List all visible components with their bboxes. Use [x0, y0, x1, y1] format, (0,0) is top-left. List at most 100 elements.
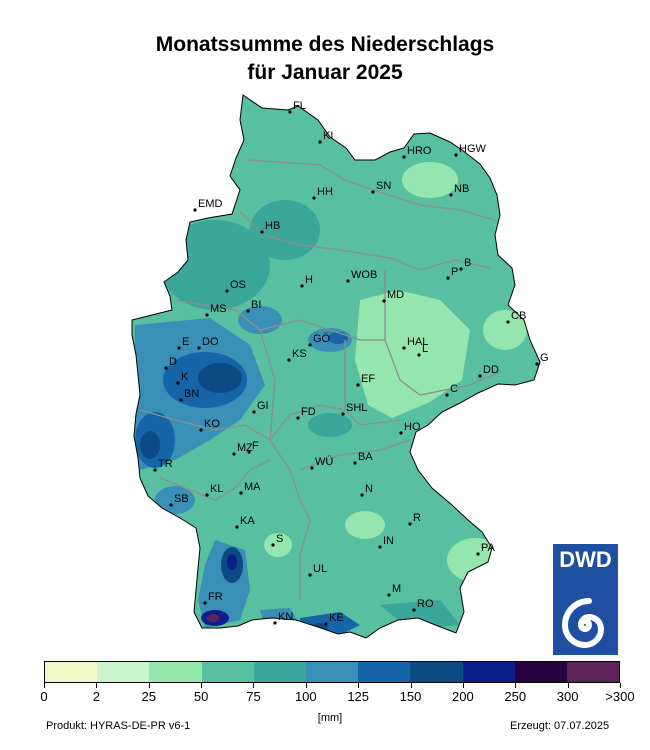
- city-label: BA: [358, 451, 373, 463]
- city-label: TR: [158, 458, 173, 470]
- city-label: F: [252, 440, 259, 452]
- city-marker: [246, 309, 250, 313]
- city-marker: [205, 493, 209, 497]
- city-label: SHL: [346, 402, 367, 414]
- city-ba: BA: [353, 451, 373, 465]
- city-label: M: [392, 583, 401, 595]
- city-nb: NB: [449, 183, 469, 197]
- legend-tick-label: 300: [556, 689, 579, 704]
- city-marker: [454, 153, 458, 157]
- city-marker: [169, 503, 173, 507]
- city-label: OS: [230, 279, 246, 291]
- city-marker: [478, 374, 482, 378]
- legend-swatch: [358, 662, 411, 682]
- city-marker: [310, 466, 314, 470]
- city-b: B: [459, 257, 471, 271]
- city-marker: [308, 343, 312, 347]
- city-pa: PA: [476, 542, 496, 556]
- legend-swatch: [201, 662, 254, 682]
- city-fr: FR: [203, 591, 223, 605]
- city-label: PA: [481, 542, 496, 554]
- city-label: CB: [511, 310, 526, 322]
- city-label: RO: [417, 598, 434, 610]
- city-marker: [445, 393, 449, 397]
- city-marker: [318, 140, 322, 144]
- city-in: IN: [378, 535, 394, 549]
- city-ke: KE: [324, 612, 344, 626]
- legend-tick-label: 100: [294, 689, 317, 704]
- city-m: M: [387, 583, 401, 597]
- city-label: HH: [317, 186, 333, 198]
- city-ki: KI: [318, 130, 333, 144]
- city-label: BI: [251, 299, 261, 311]
- city-marker: [308, 573, 312, 577]
- city-label: E: [182, 336, 189, 348]
- legend-swatch: [253, 662, 306, 682]
- legend-tick: [515, 683, 517, 688]
- legend-tick: [305, 683, 307, 688]
- city-marker: [346, 279, 350, 283]
- city-label: FD: [301, 406, 316, 418]
- legend-tick: [410, 683, 412, 688]
- city-marker: [235, 525, 239, 529]
- spiral-icon: [561, 598, 605, 649]
- city-label: P: [451, 266, 458, 278]
- legend-tick: [96, 683, 98, 688]
- city-s: S: [271, 533, 283, 547]
- city-kn: KN: [273, 611, 293, 625]
- city-label: GÖ: [313, 333, 331, 345]
- city-os: OS: [225, 279, 246, 293]
- city-marker: [271, 543, 275, 547]
- legend-tick: [567, 683, 569, 688]
- legend-swatch: [566, 662, 620, 682]
- city-label: FR: [208, 591, 223, 603]
- city-c: C: [445, 383, 458, 397]
- city-label: SN: [376, 180, 391, 192]
- legend-swatch: [462, 662, 515, 682]
- city-marker: [402, 155, 406, 159]
- city-label: KA: [240, 515, 255, 527]
- city-label: KO: [204, 418, 220, 430]
- legend-swatch: [410, 662, 463, 682]
- city-marker: [459, 267, 463, 271]
- city-marker: [378, 545, 382, 549]
- city-marker: [506, 320, 510, 324]
- legend-swatch: [514, 662, 567, 682]
- city-label: MA: [244, 481, 261, 493]
- city-label: WÜ: [315, 456, 333, 468]
- city-label: WOB: [351, 269, 377, 281]
- city-ka: KA: [235, 515, 255, 529]
- city-label: HRO: [407, 145, 432, 157]
- map-title-line-2: für Januar 2025: [247, 61, 403, 84]
- city-marker: [199, 428, 203, 432]
- city-marker: [449, 193, 453, 197]
- city-marker: [408, 522, 412, 526]
- city-label: DD: [483, 364, 499, 376]
- city-marker: [252, 410, 256, 414]
- city-marker: [412, 608, 416, 612]
- city-label: KE: [329, 612, 344, 624]
- city-marker: [341, 412, 345, 416]
- city-marker: [382, 299, 386, 303]
- city-marker: [535, 362, 539, 366]
- city-sn: SN: [371, 180, 391, 194]
- city-d: D: [164, 356, 177, 370]
- city-label: MD: [387, 289, 404, 301]
- city-ro: RO: [412, 598, 434, 612]
- city-marker: [288, 110, 292, 114]
- city-marker: [203, 601, 207, 605]
- city-ef: EF: [356, 373, 375, 387]
- legend-tick-label: 0: [40, 689, 48, 704]
- city-label: H: [305, 274, 313, 286]
- city-do: DO: [197, 336, 219, 350]
- city-label: GI: [257, 400, 269, 412]
- city-label: KI: [323, 130, 333, 142]
- city-marker: [387, 593, 391, 597]
- legend-tick: [44, 683, 45, 688]
- city-gi: GI: [252, 400, 269, 414]
- city-label: BN: [184, 388, 199, 400]
- city-label: EMD: [198, 198, 223, 210]
- city-marker: [371, 190, 375, 194]
- legend-swatch: [45, 662, 98, 682]
